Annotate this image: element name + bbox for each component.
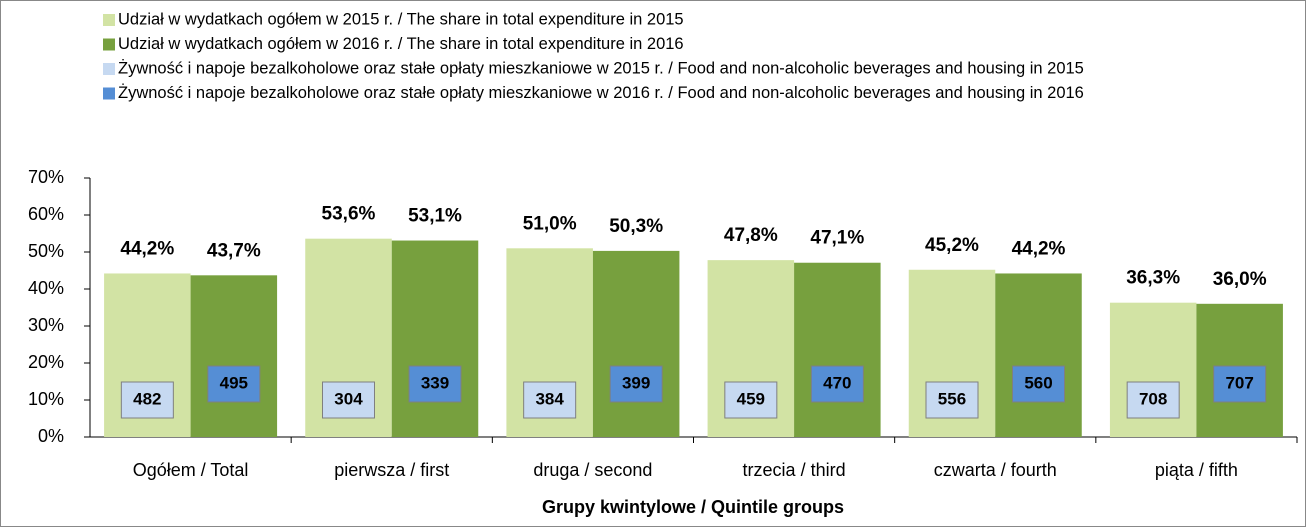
x-tick-label: trzecia / third xyxy=(743,460,846,480)
value-box-label: 495 xyxy=(220,373,248,392)
bar xyxy=(794,262,881,437)
value-box xyxy=(207,365,261,403)
legend-swatch xyxy=(103,63,115,75)
value-box-label: 708 xyxy=(1139,389,1167,408)
value-box xyxy=(609,365,663,403)
value-label: 51,0% xyxy=(523,213,577,234)
value-box xyxy=(810,365,864,403)
bar xyxy=(995,273,1082,437)
value-box-label: 482 xyxy=(133,389,161,408)
legend-label: Żywność i napoje bezalkoholowe oraz stał… xyxy=(118,83,1084,102)
x-axis-title: Grupy kwintylowe / Quintile groups xyxy=(542,497,844,517)
legend-label: Udział w wydatkach ogółem w 2016 r. / Th… xyxy=(118,35,684,53)
bar xyxy=(592,250,680,437)
value-box-label: 707 xyxy=(1225,373,1253,392)
value-label: 45,2% xyxy=(925,235,979,256)
x-tick-label: czwarta / fourth xyxy=(934,460,1057,480)
value-box-label: 556 xyxy=(938,389,966,408)
y-tick-label: 20% xyxy=(28,352,64,372)
bar xyxy=(190,275,278,437)
x-tick-label: druga / second xyxy=(533,460,652,480)
value-label: 36,0% xyxy=(1213,269,1267,290)
value-box xyxy=(1012,365,1066,403)
y-tick-label: 40% xyxy=(28,278,64,298)
value-box-label: 384 xyxy=(535,389,564,408)
value-box-label: 470 xyxy=(823,373,851,392)
y-tick-label: 70% xyxy=(28,167,64,187)
value-label: 43,7% xyxy=(207,240,261,261)
value-label: 53,6% xyxy=(322,204,376,225)
value-box xyxy=(120,381,174,419)
value-box-label: 560 xyxy=(1024,373,1052,392)
value-box xyxy=(523,381,577,419)
legend-swatch xyxy=(103,38,115,51)
value-box xyxy=(925,381,979,419)
value-box-label: 459 xyxy=(737,389,765,408)
legend-swatch xyxy=(103,87,115,100)
value-label: 53,1% xyxy=(408,206,462,227)
y-tick-label: 30% xyxy=(28,315,64,335)
value-box-label: 339 xyxy=(421,373,449,392)
value-box-label: 399 xyxy=(622,373,650,392)
value-box-label: 304 xyxy=(334,389,363,408)
x-tick-label: Ogółem / Total xyxy=(133,460,249,480)
legend-label: Żywność i napoje bezalkoholowe oraz stał… xyxy=(118,58,1084,77)
x-tick-label: pierwsza / first xyxy=(334,460,449,480)
y-tick-label: 60% xyxy=(28,204,64,224)
value-label: 50,3% xyxy=(609,216,663,237)
legend-label: Udział w wydatkach ogółem w 2015 r. / Th… xyxy=(118,10,684,28)
y-tick-label: 50% xyxy=(28,241,64,261)
value-box xyxy=(408,365,462,403)
legend-swatch xyxy=(103,14,115,26)
value-box xyxy=(1213,365,1267,403)
y-tick-label: 0% xyxy=(38,426,64,446)
value-label: 47,8% xyxy=(724,225,778,246)
value-label: 47,1% xyxy=(810,228,864,249)
value-label: 44,2% xyxy=(1012,238,1066,259)
value-box xyxy=(724,381,778,419)
y-tick-label: 10% xyxy=(28,389,64,409)
x-tick-label: piąta / fifth xyxy=(1155,460,1238,480)
value-label: 36,3% xyxy=(1126,268,1180,289)
value-label: 44,2% xyxy=(120,238,174,259)
value-box xyxy=(321,381,375,419)
value-box xyxy=(1126,381,1180,419)
bar xyxy=(391,240,479,437)
